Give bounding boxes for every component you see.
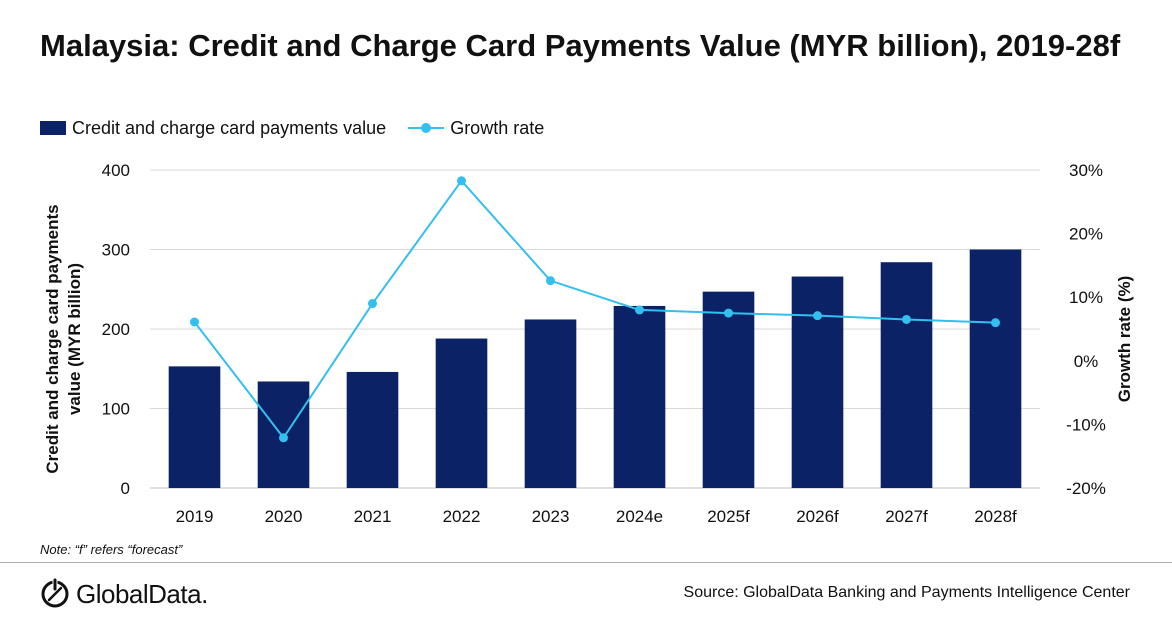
growth-point-2023: [546, 276, 555, 286]
x-tick-label: 2019: [176, 507, 214, 526]
chart-title: Malaysia: Credit and Charge Card Payment…: [40, 28, 1121, 63]
bar-2021: [346, 371, 399, 488]
y-axis-title: Credit and charge card payments value (MY…: [43, 204, 84, 473]
forecast-note: Note: “f” refers “forecast”: [40, 542, 183, 557]
bar-2022: [435, 338, 488, 488]
growth-point-2027f: [902, 314, 911, 324]
bar-2025f: [702, 291, 755, 488]
x-tick-label: 2024e: [616, 507, 663, 526]
y-tick-label: 100: [102, 400, 130, 419]
y2-axis-title: Growth rate (%): [1115, 276, 1134, 403]
y2-tick-label: 30%: [1069, 161, 1103, 180]
x-tick-label: 2020: [265, 507, 303, 526]
footer-divider: [0, 562, 1172, 563]
x-tick-label: 2021: [354, 507, 392, 526]
y2-tick-label: -10%: [1066, 415, 1106, 434]
y-tick-label: 300: [102, 241, 130, 260]
x-tick-label: 2026f: [796, 507, 839, 526]
bar-2028f: [969, 249, 1022, 488]
globaldata-logo-icon: [41, 578, 69, 608]
y-tick-label: 0: [121, 479, 130, 498]
legend-line-swatch: [408, 121, 445, 135]
growth-point-2020: [279, 433, 288, 443]
legend-item-line: Growth rate: [408, 118, 544, 139]
chart-legend: Credit and charge card payments value Gr…: [40, 116, 566, 140]
growth-point-2019: [190, 317, 199, 327]
legend-bar-swatch: [40, 121, 66, 135]
bar-2023: [524, 319, 577, 488]
legend-line-label: Growth rate: [450, 117, 545, 138]
x-tick-label: 2025f: [707, 507, 750, 526]
y2-tick-label: 20%: [1069, 225, 1103, 244]
y2-tick-label: -20%: [1066, 479, 1106, 498]
legend-item-bars: Credit and charge card payments value: [40, 118, 386, 139]
y2-tick-label: 0%: [1074, 352, 1099, 371]
bar-2027f: [880, 262, 933, 488]
globaldata-logo-text: GlobalData.: [76, 578, 208, 609]
y-tick-label: 200: [102, 320, 130, 339]
growth-point-2024e: [635, 305, 644, 315]
x-tick-label: 2028f: [974, 507, 1017, 526]
bar-2024e: [613, 305, 666, 488]
globaldata-logo: GlobalData.: [40, 574, 208, 614]
growth-point-2022: [457, 176, 466, 186]
growth-point-2025f: [724, 308, 733, 318]
combo-chart: 0 100 200 300 400 -20% -10% 0% 10% 20% 30% 2019 2020…: [43, 161, 1134, 526]
x-tick-label: 2027f: [885, 507, 928, 526]
bar-2019: [168, 366, 221, 488]
x-tick-label: 2023: [532, 507, 570, 526]
y-tick-label: 400: [102, 161, 130, 180]
legend-bar-label: Credit and charge card payments value: [72, 117, 387, 138]
x-tick-label: 2022: [443, 507, 481, 526]
growth-point-2021: [368, 299, 377, 309]
growth-rate-line: [193, 179, 996, 440]
source-note: Source: GlobalData Banking and Payments …: [683, 584, 1130, 601]
y2-tick-label: 10%: [1069, 288, 1103, 307]
bar-2026f: [791, 276, 844, 488]
growth-point-2028f: [991, 318, 1000, 328]
growth-point-2026f: [813, 311, 822, 321]
